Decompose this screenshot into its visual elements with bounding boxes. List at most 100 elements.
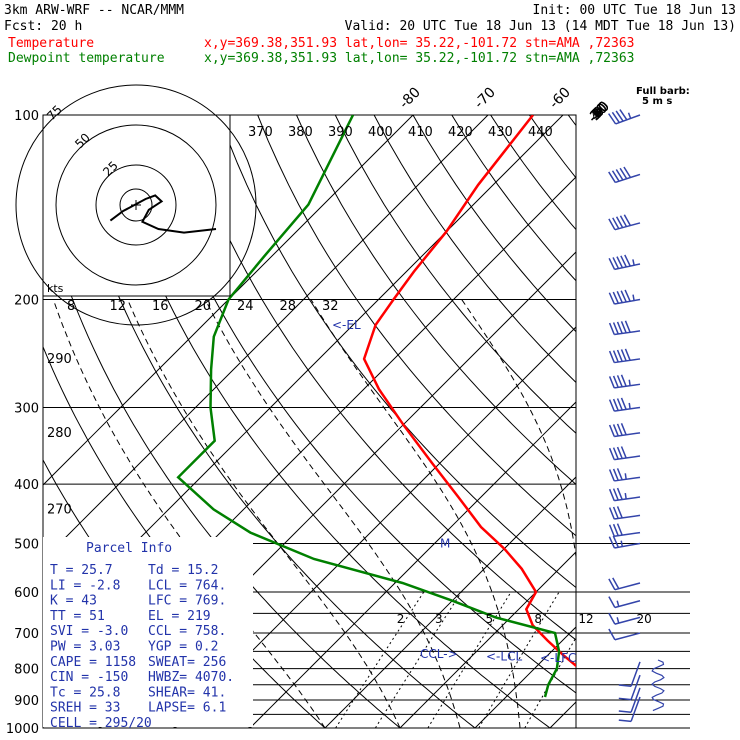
wind-barb-feather xyxy=(612,577,620,590)
speed-axis-label: 20 xyxy=(195,299,212,314)
dry-adiabat xyxy=(646,115,740,728)
wind-barb-feather xyxy=(608,578,616,591)
parcel-info-right: LAPSE= 6.1 xyxy=(148,701,226,716)
wind-barb-feather xyxy=(620,349,627,362)
mixing-ratio-line xyxy=(524,636,576,728)
wind-barb xyxy=(608,374,641,389)
wind-barb-staff xyxy=(614,298,641,305)
theta-label: 420 xyxy=(448,125,473,140)
pressure-label: 300 xyxy=(14,401,39,416)
speed-axis-label: 16 xyxy=(152,299,169,314)
wind-barb-staff xyxy=(614,455,641,461)
barb-legend: Full barb: xyxy=(636,86,690,97)
parcel-info-right: SHEAR= 41. xyxy=(148,685,226,700)
wind-barb-feather xyxy=(616,446,623,459)
wind-barb xyxy=(608,254,641,271)
parcel-info-right: HWBZ= 4070. xyxy=(148,670,234,685)
wind-barb-feather xyxy=(616,291,623,303)
speed-axis-unit: kts xyxy=(47,282,64,295)
wind-barb-feather xyxy=(619,215,628,227)
wind-barb-feather xyxy=(608,507,615,520)
isotherm-line xyxy=(700,115,740,728)
wind-barb-staff xyxy=(614,432,641,438)
dry-adiabat xyxy=(528,115,576,179)
moist-adiabat xyxy=(204,299,461,728)
wind-barb-feather xyxy=(608,596,616,608)
parcel-info-right: LCL = 764. xyxy=(148,578,226,593)
wind-barb-feather xyxy=(608,257,616,270)
wind-barb-feather xyxy=(615,216,624,228)
isotherm-line xyxy=(474,626,576,728)
wind-barb-staff xyxy=(614,531,641,537)
wind-barb-staff xyxy=(630,674,641,700)
theta-side-label: 280 xyxy=(47,426,72,441)
theta-side-label: 290 xyxy=(47,352,72,367)
wind-barb-staff xyxy=(614,358,641,364)
parcel-info-box: Parcel Info T = 25.7 Td = 15.2 LI = -2.8 LC… xyxy=(43,537,253,731)
wind-barb-feather xyxy=(618,684,632,688)
wind-barb-feather xyxy=(616,506,623,519)
wind-barb-feather xyxy=(612,424,619,437)
wind-barb-staff xyxy=(630,661,641,687)
theta-label: 390 xyxy=(328,125,353,140)
wind-barb-feather xyxy=(611,111,620,123)
wind-barb xyxy=(608,289,641,305)
wind-barb-feather xyxy=(608,218,616,231)
wind-barb-feather xyxy=(623,166,632,178)
parcel-info-left: CELL = 295/20 xyxy=(50,716,152,731)
wind-barb xyxy=(608,468,641,482)
wind-barb-staff xyxy=(614,406,641,412)
hodograph-ring xyxy=(119,188,153,222)
wind-barb xyxy=(608,348,641,364)
dry-adiabat xyxy=(490,115,576,231)
wind-barb-half xyxy=(624,492,627,500)
wind-barb-feather xyxy=(608,113,617,125)
isotherm-line xyxy=(399,551,576,728)
valid-time: Valid: 20 UTC Tue 18 Jun 13 (14 MDT Tue … xyxy=(345,19,736,34)
wind-barb-feather xyxy=(616,321,623,334)
wind-barb xyxy=(618,674,641,701)
wind-barb-feather xyxy=(612,488,619,501)
wind-barb-feather xyxy=(616,423,623,436)
dry-adiabat xyxy=(179,115,576,641)
wind-barb-staff xyxy=(614,263,641,271)
dry-adiabat xyxy=(296,115,576,486)
mixing-ratio-line xyxy=(478,591,560,728)
parcel-level-label: <-EL xyxy=(332,318,361,332)
wind-barb-staff xyxy=(615,173,641,184)
temp-legend: Temperature xyxy=(8,36,94,51)
parcel-info-right: YGP = 0.2 xyxy=(148,640,218,655)
wind-barb-feather xyxy=(623,214,631,226)
wind-barb-feather xyxy=(608,612,616,625)
wind-barb-feather xyxy=(612,322,619,335)
wind-barb-half xyxy=(620,540,624,547)
parcel-info-left: LI = -2.8 xyxy=(50,578,120,593)
speed-axis-label: 32 xyxy=(322,299,339,314)
parcel-info-left: CIN = -150 xyxy=(50,670,128,685)
mixing-ratio-label: 20 xyxy=(636,612,651,626)
mixing-ratio-label: 5 xyxy=(485,612,493,626)
wind-barb-feather xyxy=(608,399,615,412)
theta-side-label: 270 xyxy=(47,502,72,517)
wind-barb-feather xyxy=(608,322,615,335)
speed-axis-label: 12 xyxy=(110,299,127,314)
wind-barb-feather xyxy=(612,291,620,304)
isotherm-line xyxy=(43,115,414,486)
moist-adiabat xyxy=(640,300,671,729)
wind-barb-staff xyxy=(614,330,641,336)
wind-barb-staff xyxy=(614,514,641,520)
wind-barb xyxy=(608,446,641,461)
dry-adiabat xyxy=(724,115,740,728)
theta-label: 380 xyxy=(288,125,313,140)
parcel-level-label: <-LFC xyxy=(540,651,576,665)
wind-barb xyxy=(608,214,641,231)
wind-barb-half xyxy=(632,259,635,266)
hodograph-ring xyxy=(95,164,177,246)
isotherm-line xyxy=(43,115,489,561)
isotherm-line xyxy=(324,476,576,728)
wind-barb-feather xyxy=(608,524,615,537)
parcel-info-left: TT = 51 xyxy=(50,609,105,624)
wind-barb xyxy=(608,320,641,336)
wind-barb-feather xyxy=(618,719,632,723)
wind-barb-half xyxy=(632,294,635,301)
